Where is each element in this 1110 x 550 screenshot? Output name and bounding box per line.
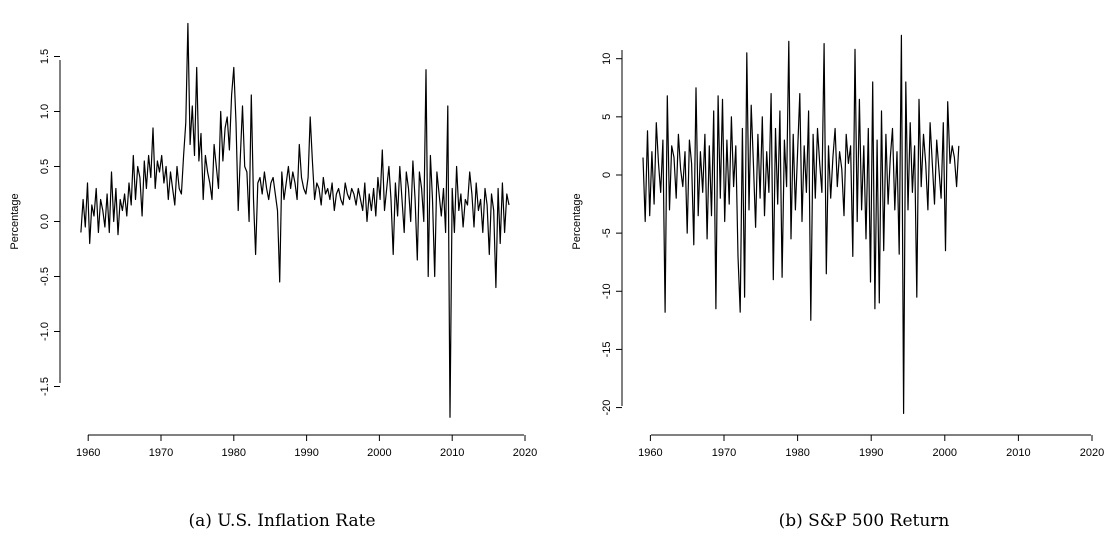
sp500-y-tick-label: 0 [601,172,613,178]
inflation-y-tick-label: 1.5 [39,49,51,64]
sp500-y-axis-title: Percentage [571,193,583,249]
inflation-x-tick-label: 2020 [513,447,537,459]
inflation-chart: 1960 1970 1980 1990 2000 2010 2020 -1.5 -1.0 -0.5… [9,22,537,531]
sp500-y-tick-label: 5 [601,114,613,120]
sp500-x-tick-label: 2000 [933,447,957,459]
sp500-caption: (b) S&P 500 Return [779,511,950,531]
sp500-y-tick-label: -20 [601,400,613,416]
sp500-y-tick-label: -15 [601,341,613,357]
inflation-x-tick-label: 1970 [149,447,173,459]
sp500-series-line [642,34,960,414]
sp500-x-tick-label: 1990 [859,447,883,459]
inflation-y-tick-label: 0.0 [39,214,51,229]
inflation-caption: (a) U.S. Inflation Rate [188,511,375,531]
inflation-y-tick-label: 0.5 [39,159,51,174]
sp500-x-tick-label: 2020 [1080,447,1104,459]
sp500-x-tick-label: 1970 [712,447,736,459]
sp500-y-tick-label: -5 [601,228,613,238]
inflation-y-tick-label: -1.0 [39,322,51,341]
sp500-chart: 1960 1970 1980 1990 2000 2010 2020 -20 -15 -10 -5 0… [571,34,1104,531]
inflation-x-tick-label: 2010 [440,447,464,459]
sp500-y-tick-label: -10 [601,283,613,299]
inflation-series-line [80,22,510,418]
inflation-x-tick-label: 2000 [367,447,391,459]
inflation-y-tick-label: -1.5 [39,377,51,396]
inflation-x-tick-label: 1980 [222,447,246,459]
inflation-x-tick-label: 1990 [294,447,318,459]
inflation-x-tick-label: 1960 [76,447,100,459]
inflation-y-axis-title: Percentage [9,193,21,249]
sp500-y-tick-label: 10 [601,53,613,65]
sp500-x-tick-label: 1960 [638,447,662,459]
inflation-y-tick-label: 1.0 [39,104,51,119]
inflation-y-tick-label: -0.5 [39,267,51,286]
sp500-x-tick-label: 1980 [785,447,809,459]
sp500-x-tick-label: 2010 [1006,447,1030,459]
